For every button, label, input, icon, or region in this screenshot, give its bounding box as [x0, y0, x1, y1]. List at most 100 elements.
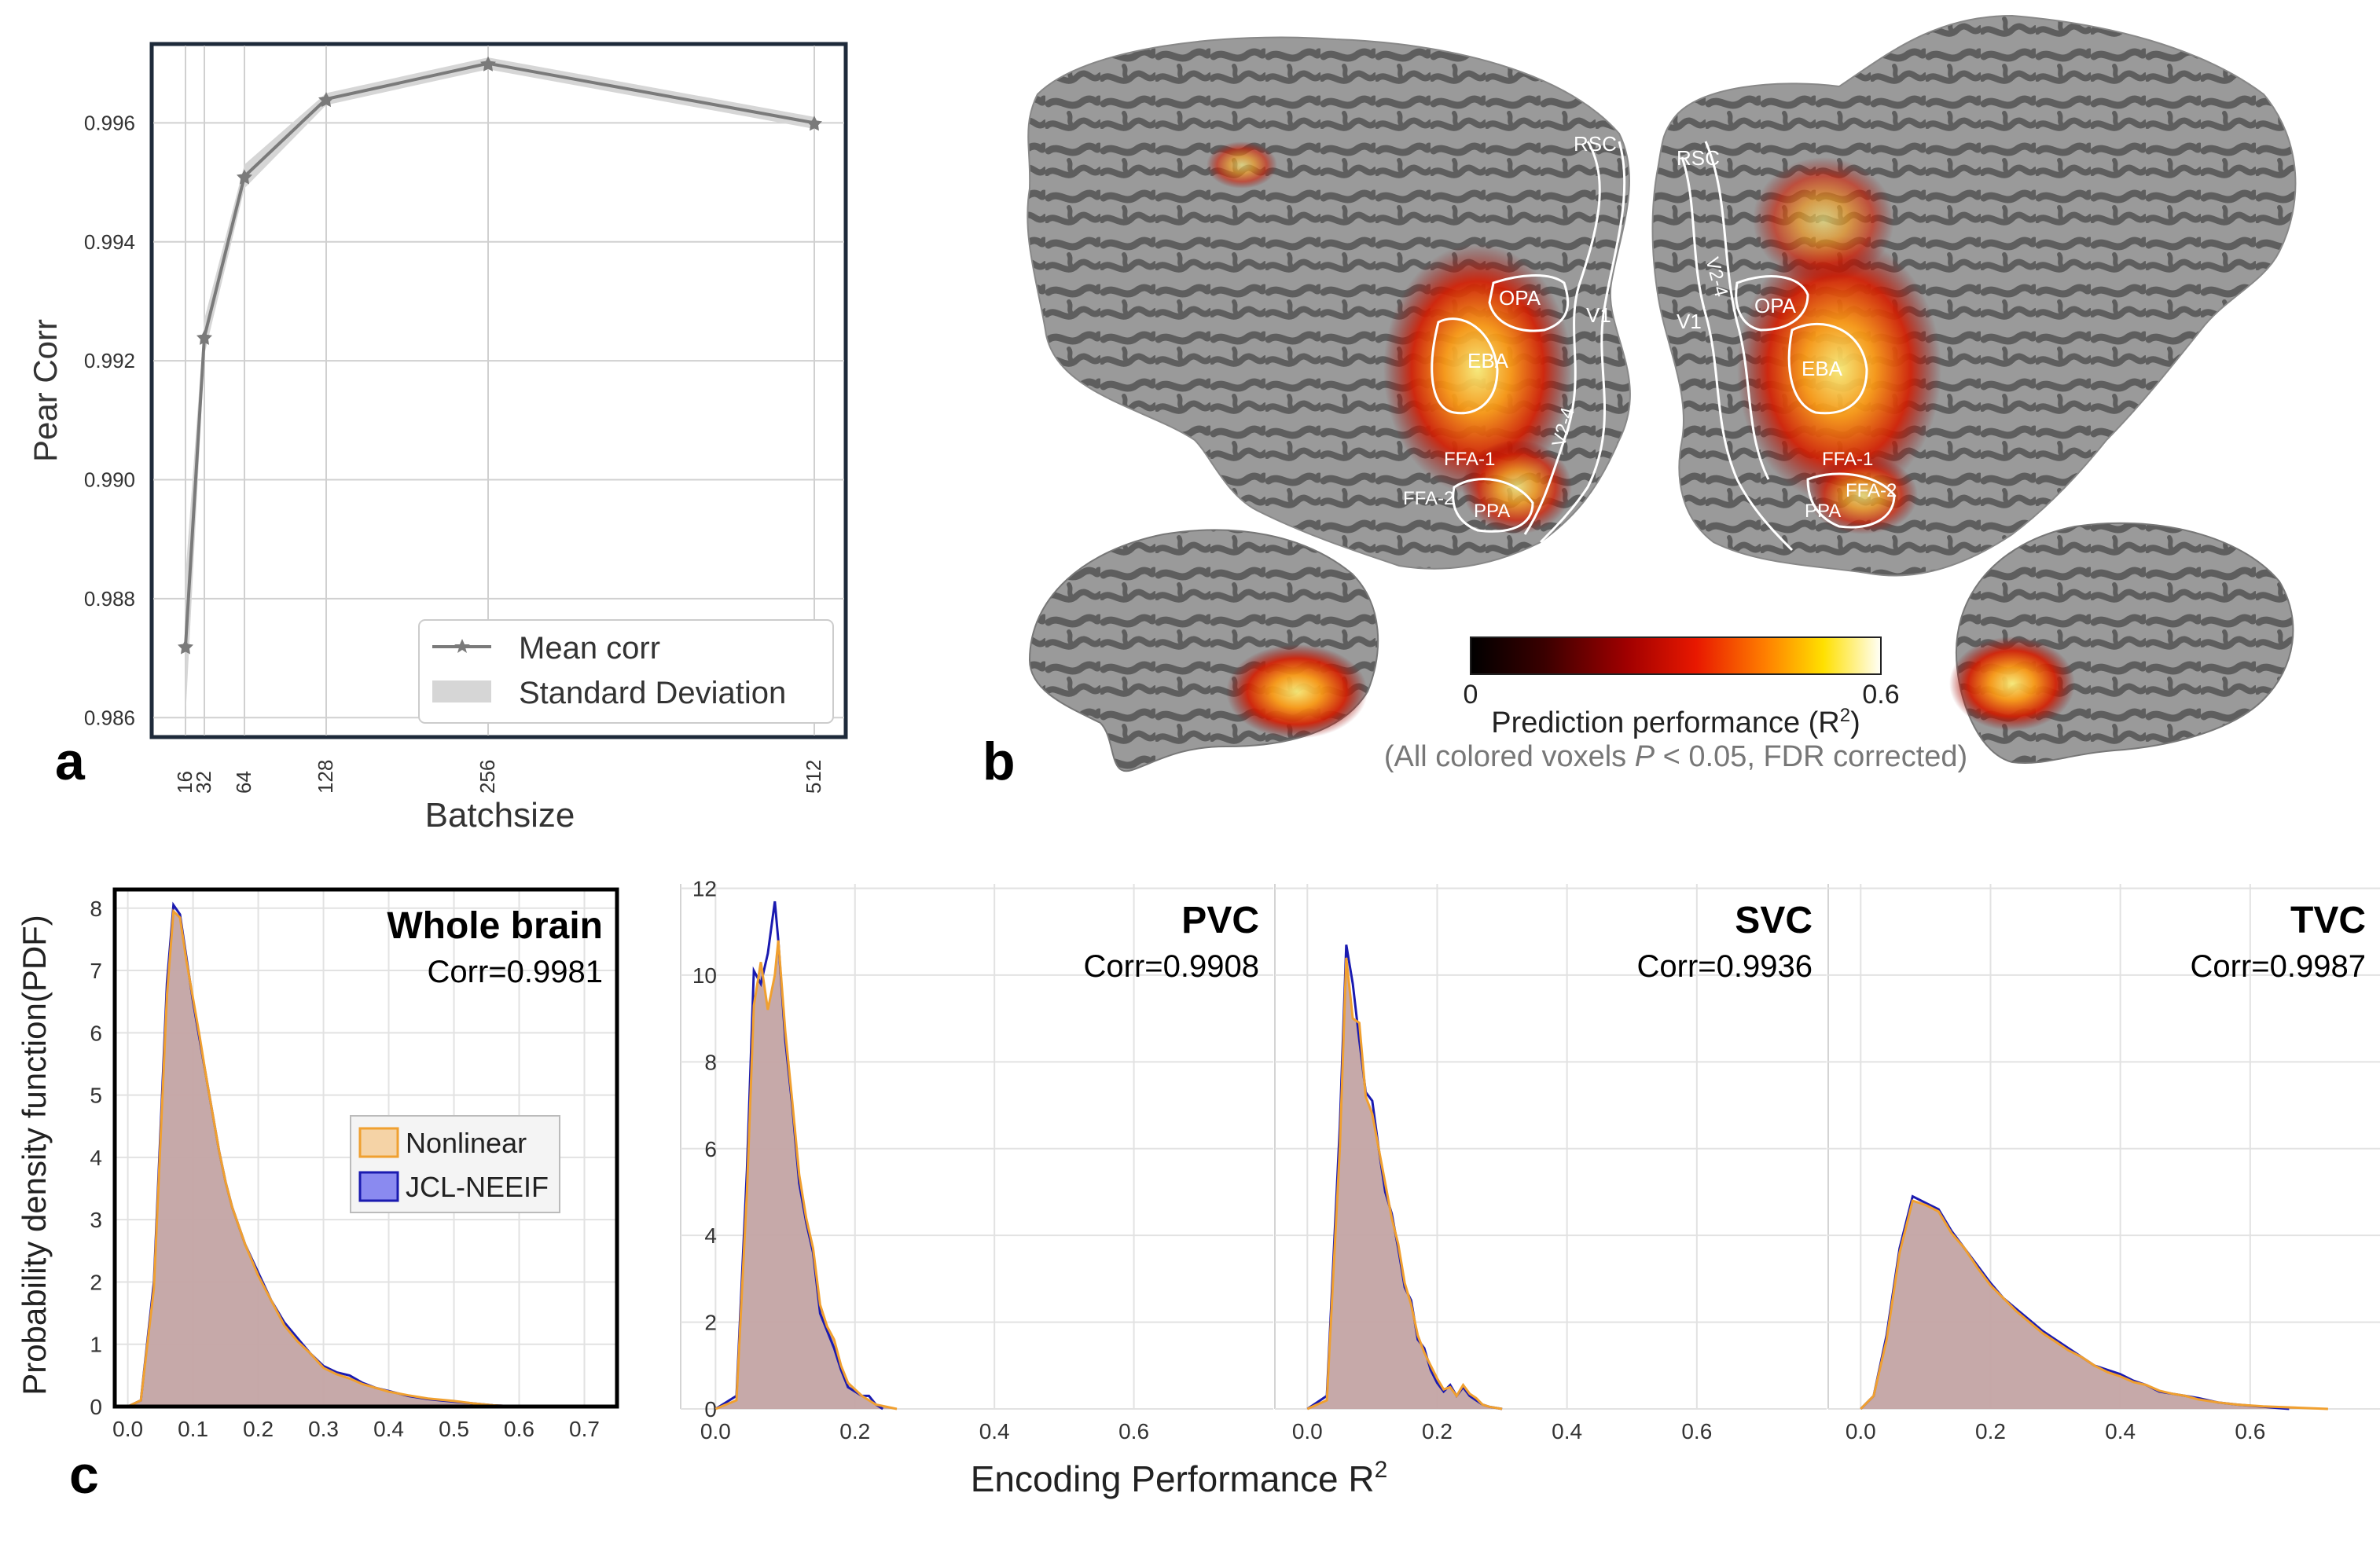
roi-label: OPA	[1499, 286, 1541, 310]
colorbar-min: 0	[1464, 680, 1478, 710]
panel-a-xlabel: Batchsize	[425, 796, 575, 835]
roi-outline-ffa-left	[1452, 478, 1534, 533]
ytick-label: 0.992	[84, 349, 135, 372]
xtick-label: 256	[476, 760, 499, 794]
colorbar: 0 0.6 Prediction performance (R2) (All c…	[1384, 636, 1967, 773]
ytick-label: 1	[90, 1333, 102, 1357]
nonlinear-curve	[714, 940, 898, 1410]
ytick-label: 0.996	[84, 111, 135, 134]
roi-outline-v1-left	[1523, 141, 1601, 535]
panel-a-ylabel: Pear Corr	[27, 319, 64, 462]
panel-b-letter: b	[982, 732, 1016, 791]
xtick-label: 0.4	[2105, 1419, 2136, 1443]
xtick-label: 16	[173, 771, 196, 794]
xtick-label: 0.5	[439, 1417, 469, 1441]
roi-label: V1	[1586, 303, 1611, 327]
roi-label: V1	[1677, 310, 1702, 333]
xtick-label: 0.3	[308, 1417, 339, 1441]
right-flatmap-surface	[1651, 14, 2297, 577]
ytick-label: 3	[90, 1208, 102, 1232]
left-hot-region-3	[1207, 141, 1277, 189]
ytick-label: 5	[90, 1084, 102, 1108]
panel-a-letter: a	[55, 732, 86, 791]
legend-nonlinear-label: Nonlinear	[406, 1127, 527, 1159]
legend-mean-label: Mean corr	[519, 631, 660, 666]
ytick-label: 0.986	[84, 706, 135, 729]
legend-box	[418, 619, 834, 724]
colorbar-max: 0.6	[1862, 680, 1899, 710]
xtick-label: 0.0	[112, 1417, 143, 1441]
subplot-corr: Corr=0.9987	[2191, 949, 2366, 984]
ytick-label: 4	[90, 1146, 102, 1170]
right-hot-region-2	[1753, 157, 1894, 283]
roi-label: PPA	[1805, 501, 1841, 522]
legend-std-swatch	[432, 680, 491, 702]
subplot-svc: 0.0 0.2 0.4 0.6 SVC Corr=0.9936	[1274, 884, 1827, 1443]
colorbar-note: (All colored voxels P < 0.05, FDR correc…	[1384, 740, 1967, 773]
subplot-pvc: 0.0 0.2 0.4 0.6 0 2 4 6 8 10 12 PVC Corr=0.9908	[680, 877, 1273, 1443]
right-flatmap: RSC V2-4 V1 OPA EBA FFA-1 FFA-2 PPA	[1651, 14, 2297, 577]
legend-jcl-label: JCL-NEEIF	[406, 1171, 549, 1203]
subplot-corr: Corr=0.9981	[428, 955, 603, 989]
panel-a-legend: Mean corr Standard Deviation	[418, 619, 834, 724]
density-fill	[127, 911, 520, 1407]
xtick-label: 32	[192, 771, 215, 794]
roi-outline-opa-right	[1735, 275, 1809, 332]
roi-label: FFA-1	[1444, 449, 1495, 470]
legend-nonlinear-swatch	[358, 1127, 399, 1158]
xtick-label: 0.7	[569, 1417, 600, 1441]
nonlinear-curve	[127, 908, 520, 1408]
panel-c-ylabel: Probability density function(PDF)	[16, 915, 53, 1396]
xtick-label: 0.0	[700, 1419, 731, 1443]
roi-label: RSC	[1574, 132, 1617, 156]
panel-c-xlabel: Encoding Performance R2	[971, 1457, 1388, 1499]
xtick-label: 512	[802, 760, 825, 794]
roi-outline-eba-right	[1787, 322, 1868, 415]
subplot-tvc: 0.0 0.2 0.4 0.6 TVC Corr=0.9987	[1827, 884, 2380, 1443]
subplot-frame	[112, 887, 619, 1409]
xtick-label: 0.0	[1846, 1419, 1876, 1443]
right-inflated-hemisphere	[1949, 522, 2294, 764]
roi-outline-v1-right	[1680, 156, 1794, 552]
ytick-label: 2	[90, 1270, 102, 1294]
xtick-label: 0.2	[1422, 1419, 1453, 1443]
roi-outline-v24-left	[1539, 141, 1626, 544]
legend-star-icon	[454, 639, 470, 653]
xtick-label: 0.4	[1552, 1419, 1582, 1443]
subplot-title: SVC	[1735, 900, 1813, 941]
legend-jcl-swatch	[358, 1171, 399, 1202]
ytick-label: 0	[704, 1397, 717, 1421]
data-point-star	[237, 169, 252, 185]
data-point-star	[178, 639, 193, 655]
ytick-label: 8	[90, 897, 102, 921]
roi-label: OPA	[1754, 294, 1797, 317]
density-fill	[1307, 957, 1503, 1409]
ytick-label: 0.990	[84, 468, 135, 492]
nonlinear-curve	[1306, 957, 1503, 1410]
ytick-label: 12	[692, 877, 717, 901]
left-flatmap: RSC OPA V1 EBA V2-4 FFA-1 FFA-2 PPA	[1027, 36, 1631, 570]
xtick-label: 0.6	[1118, 1419, 1149, 1443]
xtick-label: 0.2	[1975, 1419, 2006, 1443]
panel-b: RSC OPA V1 EBA V2-4 FFA-1 FFA-2 PPA RSC …	[982, 14, 2297, 791]
roi-label: FFA-1	[1822, 449, 1873, 470]
ytick-label: 0.988	[84, 587, 135, 611]
roi-label: RSC	[1677, 146, 1720, 170]
ytick-label: 6	[90, 1021, 102, 1045]
subplot-title: Whole brain	[387, 905, 603, 947]
xtick-label: 0.1	[178, 1417, 208, 1441]
xtick-label: 0.6	[504, 1417, 534, 1441]
left-hemisphere-hot-region	[1226, 644, 1368, 739]
density-fill	[1860, 1201, 2328, 1409]
roi-outline-eba-left	[1431, 317, 1499, 415]
mean-corr-line	[184, 61, 815, 647]
left-hot-region	[1383, 244, 1572, 495]
ytick-label: 7	[90, 959, 102, 983]
roi-label: PPA	[1474, 501, 1510, 522]
legend-std-label: Standard Deviation	[519, 676, 786, 710]
subplot-corr: Corr=0.9936	[1637, 949, 1813, 984]
